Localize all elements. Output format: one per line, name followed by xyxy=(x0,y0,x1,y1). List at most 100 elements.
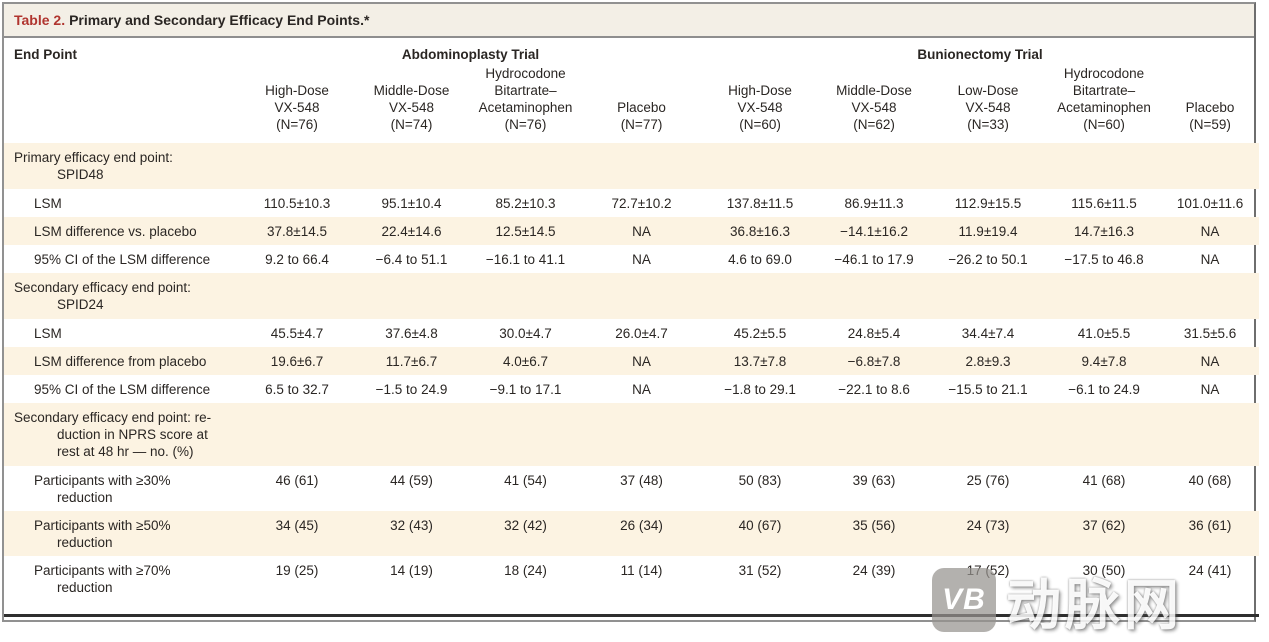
table-cell: 11 (14) xyxy=(620,563,663,578)
table-cell: 40 (67) xyxy=(701,511,820,556)
dose-column-header: High-Dose VX-548 (N=60) xyxy=(728,83,792,132)
table-cell: 24 (41) xyxy=(1188,563,1232,578)
section-header-row: Secondary efficacy end point: SPID24 xyxy=(4,273,1260,319)
table-cell: 4.0±6.7 xyxy=(469,347,582,375)
table-cell: NA xyxy=(1200,382,1220,397)
table-cell: 9.4±7.8 xyxy=(1047,347,1162,375)
table-cell: 41.0±5.5 xyxy=(1077,326,1131,341)
table-cell: 115.6±11.5 xyxy=(1071,196,1137,211)
table-cell: 72.7±10.2 xyxy=(611,196,672,211)
table-cell: NA xyxy=(582,347,702,375)
table-title: Table 2. Primary and Secondary Efficacy E… xyxy=(4,4,1254,38)
trial-group-header: Bunionectomy Trial xyxy=(917,47,1043,62)
row-label: Participants with ≥70% reduction xyxy=(34,563,171,595)
table-cell: 36 (61) xyxy=(1161,511,1260,556)
table-cell: 24 (73) xyxy=(929,511,1048,556)
table-row: LSM difference vs. placebo 37.8±14.5 22.4±… xyxy=(4,217,1260,245)
table-row: LSM 45.5±4.7 37.6±4.8 30.0±4.7 26.0±4.7 45.2±… xyxy=(4,319,1259,347)
table-cell: 17 (52) xyxy=(966,563,1010,578)
table-cell: −6.1 to 24.9 xyxy=(1068,382,1140,397)
dose-column-header: Placebo (N=59) xyxy=(1185,100,1235,132)
row-label: Participants with ≥30% reduction xyxy=(34,473,171,505)
trial-group-header: Abdominoplasty Trial xyxy=(401,47,540,62)
table-cell: 30 (50) xyxy=(1082,563,1126,578)
table-row: Participants with ≥70% reduction 19 (25) 14… xyxy=(4,556,1259,616)
table-cell: NA xyxy=(632,252,651,267)
table-cell: 50 (83) xyxy=(738,473,782,488)
row-label: 95% CI of the LSM difference xyxy=(34,252,211,267)
table-cell: −14.1±16.2 xyxy=(819,217,930,245)
row-label: Secondary efficacy end point: re-duction… xyxy=(4,403,1260,466)
table-cell: −22.1 to 8.6 xyxy=(838,382,910,397)
table-cell: −17.5 to 46.8 xyxy=(1064,252,1144,267)
table-cell: 44 (59) xyxy=(390,473,433,488)
table-cell: 24 (39) xyxy=(852,563,896,578)
table-cell: 26 (34) xyxy=(582,511,702,556)
table-cell: −46.1 to 17.9 xyxy=(834,252,914,267)
trial-group-header-row: End Point Abdominoplasty Trial Bunionecto… xyxy=(4,38,1259,63)
table-cell: 41 (54) xyxy=(504,473,547,488)
row-label: LSM xyxy=(34,196,62,211)
table-cell: 85.2±10.3 xyxy=(495,196,556,211)
table-cell: 31 (52) xyxy=(738,563,782,578)
table-cell: 112.9±15.5 xyxy=(954,196,1022,211)
table-cell: 11.9±19.4 xyxy=(929,217,1048,245)
table-cell: 137.8±11.5 xyxy=(726,196,794,211)
table-cell: 19.6±6.7 xyxy=(240,347,354,375)
row-label: LSM difference from placebo xyxy=(4,347,240,375)
table-cell: 24.8±5.4 xyxy=(847,326,901,341)
table-cell: NA xyxy=(1161,347,1260,375)
table-cell: 41 (68) xyxy=(1082,473,1126,488)
table-cell: −1.8 to 29.1 xyxy=(724,382,796,397)
row-label: Primary efficacy end point: SPID48 xyxy=(4,143,1260,189)
table-row: LSM 110.5±10.3 95.1±10.4 85.2±10.3 72.7±10.2… xyxy=(4,189,1259,217)
table-row: Participants with ≥30% reduction 46 (61) 44… xyxy=(4,466,1259,511)
dose-column-header-row: High-Dose VX-548 (N=76) Middle-Dose VX-548 (N… xyxy=(4,63,1259,143)
table-cell: 9.2 to 66.4 xyxy=(265,252,329,267)
table-cell: 32 (42) xyxy=(469,511,582,556)
table-cell: −1.5 to 24.9 xyxy=(375,382,448,397)
table-cell: −26.2 to 50.1 xyxy=(948,252,1028,267)
table-cell: 26.0±4.7 xyxy=(615,326,668,341)
table-cell: 25 (76) xyxy=(966,473,1010,488)
dose-column-header: Middle-Dose VX-548 (N=74) xyxy=(373,83,450,132)
dose-column-header: Hydrocodone Bitartrate– Acetaminophen (N=60… xyxy=(1057,66,1151,132)
table-row: LSM difference from placebo 19.6±6.7 11.7±… xyxy=(4,347,1260,375)
table-cell: 32 (43) xyxy=(354,511,469,556)
endpoint-column-header: End Point xyxy=(14,47,77,62)
table-cell: 37.8±14.5 xyxy=(240,217,354,245)
table-cell: −6.4 to 51.1 xyxy=(375,252,448,267)
table-cell: 40 (68) xyxy=(1188,473,1232,488)
row-label: 95% CI of the LSM difference xyxy=(34,382,211,397)
dose-column-header: Hydrocodone Bitartrate– Acetaminophen (N=76… xyxy=(478,66,573,132)
table-cell: 2.8±9.3 xyxy=(929,347,1048,375)
table-cell: −6.8±7.8 xyxy=(819,347,930,375)
table-cell: 95.1±10.4 xyxy=(381,196,442,211)
dose-column-header: Middle-Dose VX-548 (N=62) xyxy=(836,83,912,132)
table-cell: 110.5±10.3 xyxy=(263,196,331,211)
table-cell: 37 (48) xyxy=(620,473,663,488)
table-cell: 12.5±14.5 xyxy=(469,217,582,245)
row-label: Participants with ≥50% reduction xyxy=(4,511,240,556)
table-cell: −16.1 to 41.1 xyxy=(485,252,566,267)
table-cell: 22.4±14.6 xyxy=(354,217,469,245)
table-cell: 37.6±4.8 xyxy=(385,326,438,341)
table-number: Table 2. xyxy=(14,12,66,28)
dose-column-header: High-Dose VX-548 (N=76) xyxy=(265,83,329,132)
table-cell: NA xyxy=(1200,252,1220,267)
efficacy-endpoints-table: End Point Abdominoplasty Trial Bunionecto… xyxy=(4,38,1260,617)
table-row: Participants with ≥50% reduction 34 (45) 32… xyxy=(4,511,1260,556)
table-cell: −15.5 to 21.1 xyxy=(948,382,1028,397)
section-header-row: Primary efficacy end point: SPID48 xyxy=(4,143,1260,189)
table-cell: 86.9±11.3 xyxy=(844,196,904,211)
table-cell: 37 (62) xyxy=(1047,511,1162,556)
table-cell: NA xyxy=(1161,217,1260,245)
table-cell: 34 (45) xyxy=(240,511,354,556)
table-cell: 14 (19) xyxy=(390,563,433,578)
table-cell: 34.4±7.4 xyxy=(961,326,1015,341)
table-cell: 11.7±6.7 xyxy=(354,347,469,375)
table-cell: 45.5±4.7 xyxy=(270,326,324,341)
table-cell: 4.6 to 69.0 xyxy=(728,252,792,267)
table-row: 95% CI of the LSM difference 6.5 to 32.7 −… xyxy=(4,375,1259,403)
table-cell: −9.1 to 17.1 xyxy=(489,382,562,397)
